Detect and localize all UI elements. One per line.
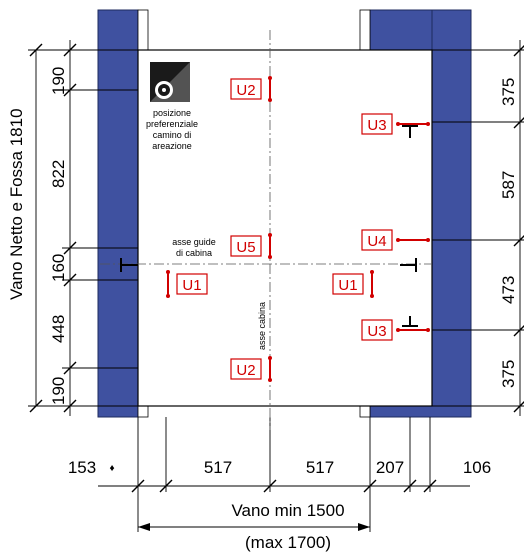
fan-icon bbox=[150, 62, 190, 102]
car-axis-note: asse cabina bbox=[257, 302, 267, 350]
door-right-jamb-bottom bbox=[359, 405, 371, 418]
right-dim-587: 587 bbox=[499, 171, 518, 199]
marker-u1-left: U1 bbox=[182, 277, 201, 294]
door-left-jamb-bottom bbox=[137, 405, 149, 418]
bottom-dim-207: 207 bbox=[376, 458, 404, 477]
guide-axis-note-1: asse guide bbox=[172, 237, 216, 247]
vano-max-label: (max 1700) bbox=[245, 533, 331, 552]
label-vano-netto: Vano Netto e Fossa 1810 bbox=[7, 108, 26, 300]
arrow-left bbox=[138, 523, 150, 531]
left-dim-190-bottom: 190 bbox=[49, 377, 68, 405]
guide-rails bbox=[120, 125, 418, 327]
right-dim-lines bbox=[432, 40, 524, 416]
right-wall-bottom bbox=[369, 405, 472, 418]
left-dim-160: 160 bbox=[49, 254, 68, 282]
left-dim-190-top: 190 bbox=[49, 67, 68, 95]
marker-u5: U5 bbox=[236, 239, 255, 256]
marker-sticks bbox=[167, 78, 428, 380]
vent-note-line-1: posizione bbox=[153, 108, 191, 118]
left-wall bbox=[97, 9, 139, 418]
right-dim-375-bottom: 375 bbox=[499, 360, 518, 388]
diamond-icon: ♦ bbox=[109, 463, 114, 474]
marker-u1-right: U1 bbox=[338, 277, 357, 294]
marker-u2-top: U2 bbox=[236, 82, 255, 99]
bottom-dim-517-left: 517 bbox=[204, 458, 232, 477]
arrow-right bbox=[358, 523, 370, 531]
left-dim-lines bbox=[28, 40, 138, 416]
marker-u3-bottom: U3 bbox=[367, 323, 386, 340]
bottom-dim-517-right: 517 bbox=[306, 458, 334, 477]
door-left-jamb bbox=[137, 9, 149, 51]
left-dim-448: 448 bbox=[49, 315, 68, 343]
guide-axis-note-2: di cabina bbox=[176, 248, 212, 258]
right-dim-375-top: 375 bbox=[499, 78, 518, 106]
right-dim-473: 473 bbox=[499, 276, 518, 304]
vent-note-line-4: areazione bbox=[152, 141, 192, 151]
door-right-jamb bbox=[359, 9, 371, 51]
left-dim-822: 822 bbox=[49, 160, 68, 188]
marker-u2-bottom: U2 bbox=[236, 362, 255, 379]
marker-u3-top: U3 bbox=[367, 117, 386, 134]
bottom-dim-153: 153 bbox=[68, 458, 96, 477]
marker-u4: U4 bbox=[367, 233, 386, 250]
bottom-dim-106: 106 bbox=[463, 458, 491, 477]
marker-dots bbox=[166, 76, 430, 382]
vent-note-line-3: camino di bbox=[153, 130, 192, 140]
dim-ticks bbox=[29, 43, 524, 493]
marker-boxes bbox=[176, 78, 393, 380]
shaft-interior bbox=[137, 49, 433, 407]
vano-min-label: Vano min 1500 bbox=[231, 501, 344, 520]
right-wall-side bbox=[431, 9, 472, 418]
vent-note-line-2: preferenziale bbox=[146, 119, 198, 129]
